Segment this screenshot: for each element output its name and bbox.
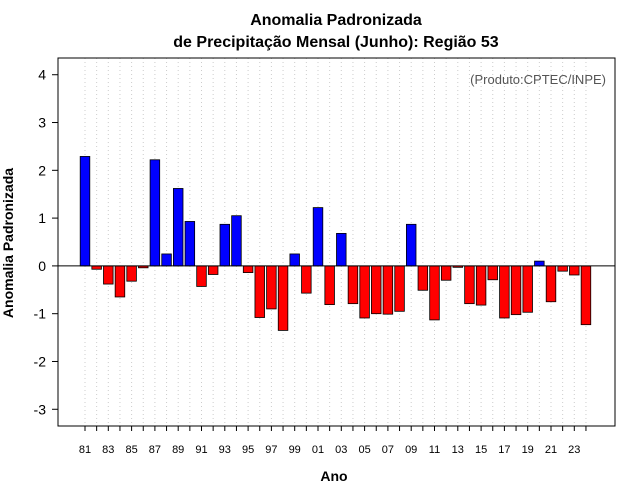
x-tick-label-87: 87 [149, 444, 161, 456]
bar-23 [569, 265, 580, 276]
bar-07 [382, 265, 394, 315]
bar-98 [277, 265, 289, 331]
y-tick-label-2: 2 [38, 162, 46, 178]
x-tick-label-99: 99 [289, 444, 301, 456]
bar-24 [580, 265, 592, 326]
bar-15 [475, 265, 487, 306]
bar-92 [207, 265, 219, 275]
bar-95 [242, 265, 254, 273]
chart-title-line-2: de Precipitação Mensal (Junho): Região 5… [173, 34, 499, 51]
bar-91 [196, 265, 207, 287]
bar-11 [429, 265, 440, 321]
bar-01 [312, 207, 324, 267]
x-axis: 81 83 85 87 89 91 93 95 97 99 01 03 05 07 09 11 13 15 17 19… [79, 426, 587, 456]
y-tick-label-3: 3 [38, 115, 46, 131]
x-tick-label-81: 81 [79, 444, 91, 456]
x-tick-label-05: 05 [358, 444, 370, 456]
bar-06 [371, 265, 382, 315]
bar-82 [91, 265, 102, 270]
bar-21 [545, 265, 557, 303]
y-tick-label-4: 4 [38, 67, 46, 83]
x-tick-label-89: 89 [172, 444, 184, 456]
source-annotation: (Produto:CPTEC/INPE) [470, 72, 606, 87]
y-tick-label--2: -2 [34, 353, 47, 369]
x-tick-label-23: 23 [568, 444, 580, 456]
x-tick-label-85: 85 [125, 444, 137, 456]
bar-83 [103, 265, 114, 285]
x-tick-label-83: 83 [102, 444, 114, 456]
x-tick-label-11: 11 [429, 444, 440, 456]
bar-12 [440, 265, 452, 281]
x-tick-label-19: 19 [522, 444, 534, 456]
bar-02 [324, 265, 335, 306]
bar-series [79, 156, 592, 331]
bar-09 [405, 223, 417, 267]
bar-97 [266, 265, 277, 310]
bar-03 [336, 232, 347, 267]
bar-22 [557, 265, 568, 272]
bar-84 [114, 265, 126, 298]
grid-lines [84, 58, 587, 426]
x-tick-label-93: 93 [219, 444, 231, 456]
bar-14 [464, 265, 475, 305]
bar-10 [417, 265, 429, 291]
x-tick-label-13: 13 [452, 444, 464, 456]
x-tick-label-17: 17 [498, 444, 510, 456]
x-tick-label-91: 91 [195, 444, 207, 456]
x-tick-label-95: 95 [242, 444, 254, 456]
x-axis-title: Ano [320, 468, 347, 484]
bar-87 [149, 159, 161, 267]
bar-81 [79, 156, 91, 267]
bar-20 [534, 260, 545, 267]
bar-99 [289, 253, 300, 267]
x-tick-label-03: 03 [335, 444, 347, 456]
x-tick-label-07: 07 [382, 444, 394, 456]
y-tick-label--3: -3 [34, 401, 47, 417]
bar-93 [219, 223, 231, 267]
bar-16 [487, 265, 498, 281]
x-tick-label-09: 09 [405, 444, 417, 456]
x-tick-label-97: 97 [265, 444, 277, 456]
bar-96 [254, 265, 265, 318]
chart-title-line-1: Anomalia Padronizada [250, 12, 422, 29]
bar-17 [499, 265, 510, 319]
y-tick-label--1: -1 [34, 306, 47, 322]
bar-19 [522, 265, 533, 313]
bar-90 [184, 221, 196, 267]
bar-94 [231, 215, 242, 267]
plot-frame [57, 57, 616, 427]
x-tick-label-01: 01 [312, 444, 324, 456]
bar-18 [510, 265, 522, 316]
y-axis-title: Anomalia Padronizada [0, 168, 16, 318]
bar-85 [126, 265, 137, 282]
y-tick-label-1: 1 [38, 210, 46, 226]
bar-88 [161, 253, 172, 267]
bar-00 [301, 265, 312, 294]
x-tick-label-15: 15 [475, 444, 487, 456]
bar-05 [359, 265, 370, 319]
x-tick-label-21: 21 [545, 444, 557, 456]
bar-08 [394, 265, 405, 312]
y-axis: -3 -2 -1 0 1 2 3 4 [34, 67, 58, 417]
bar-89 [172, 188, 184, 267]
bar-04 [347, 265, 359, 305]
y-tick-label-0: 0 [38, 258, 46, 274]
